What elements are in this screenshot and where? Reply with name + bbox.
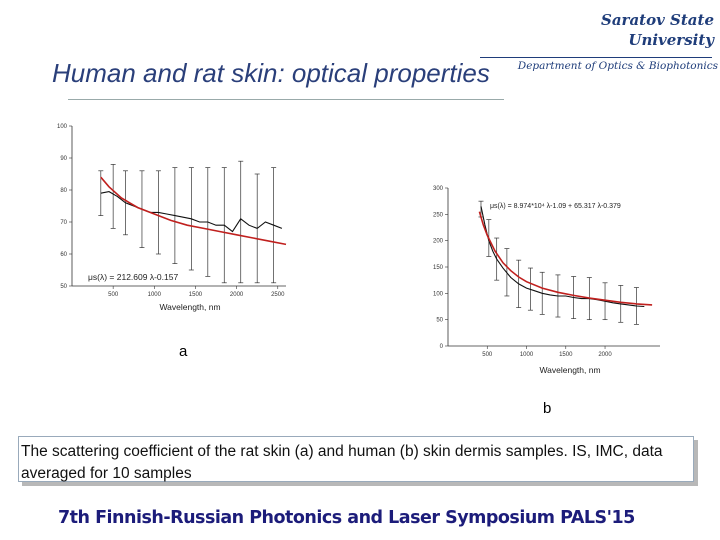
chart-b-x-tick-label: 500 <box>482 352 493 358</box>
chart-human-skin: 0 50 100 150 200 250 300 500 1000 1500 2000 Wavele… <box>410 180 670 380</box>
chart-b-y-tick-label: 250 <box>433 212 444 218</box>
chart-a-x-tick-label: 2000 <box>230 292 244 298</box>
chart-b-y-tick-label: 0 <box>440 344 444 350</box>
chart-a-series-fit <box>100 176 287 246</box>
header-divider <box>480 57 712 58</box>
chart-a-y-tick-label: 60 <box>60 252 67 258</box>
slide-title: Human and rat skin: optical properties <box>52 58 490 88</box>
chart-b-fit-equation: μs(λ) = 8.974*10⁴ λ-1.09 + 65.317 λ-0.37… <box>490 203 621 210</box>
chart-a-fit-equation: μs(λ) = 212.609 λ-0.157 <box>88 272 178 282</box>
chart-a-x-tick-label: 1500 <box>189 292 203 298</box>
chart-b-background <box>410 180 670 380</box>
chart-a-background <box>40 110 300 325</box>
chart-b-x-tick-label: 1500 <box>559 352 573 358</box>
title-underline <box>68 99 504 100</box>
chart-b-x-tick-label: 1000 <box>520 352 534 358</box>
chart-rat-skin: 50 60 70 80 90 100 500 1000 1500 2000 2500 Wavelen… <box>40 110 300 325</box>
chart-a-series-measured <box>100 191 283 233</box>
university-line-1: Saratov State <box>601 11 714 29</box>
chart-a-y-tick-label: 80 <box>60 188 67 194</box>
university-name: Saratov State University <box>601 10 714 50</box>
chart-b-series-fit <box>478 211 653 306</box>
conference-footer: 7th Finnish-Russian Photonics and Laser … <box>58 508 635 528</box>
chart-a-y-tick-label: 100 <box>57 124 68 130</box>
chart-a-y-tick-label: 90 <box>60 156 67 162</box>
figure-caption: The scattering coefficient of the rat sk… <box>18 436 694 482</box>
chart-a-y-tick-label: 50 <box>60 284 67 290</box>
university-line-2: University <box>628 31 714 49</box>
panel-label-b: b <box>543 400 552 417</box>
chart-b-y-tick-label: 200 <box>433 239 444 245</box>
chart-a-x-tick-label: 500 <box>108 292 119 298</box>
chart-b-y-tick-label: 300 <box>433 186 444 192</box>
chart-a-x-tick-label: 2500 <box>271 292 285 298</box>
chart-b-y-tick-label: 100 <box>433 291 444 297</box>
chart-b-y-tick-label: 150 <box>433 265 444 271</box>
chart-b-x-tick-label: 2000 <box>598 352 612 358</box>
chart-a-y-tick-label: 70 <box>60 220 67 226</box>
chart-b-xlabel: Wavelength, nm <box>539 365 600 375</box>
chart-a-x-tick-label: 1000 <box>148 292 162 298</box>
department-name: Department of Optics & Biophotonics <box>517 60 718 72</box>
chart-b-series-measured <box>480 206 645 308</box>
panel-label-a: a <box>179 343 188 360</box>
chart-b-y-tick-label: 50 <box>436 318 443 324</box>
chart-a-xlabel: Wavelength, nm <box>159 302 220 312</box>
